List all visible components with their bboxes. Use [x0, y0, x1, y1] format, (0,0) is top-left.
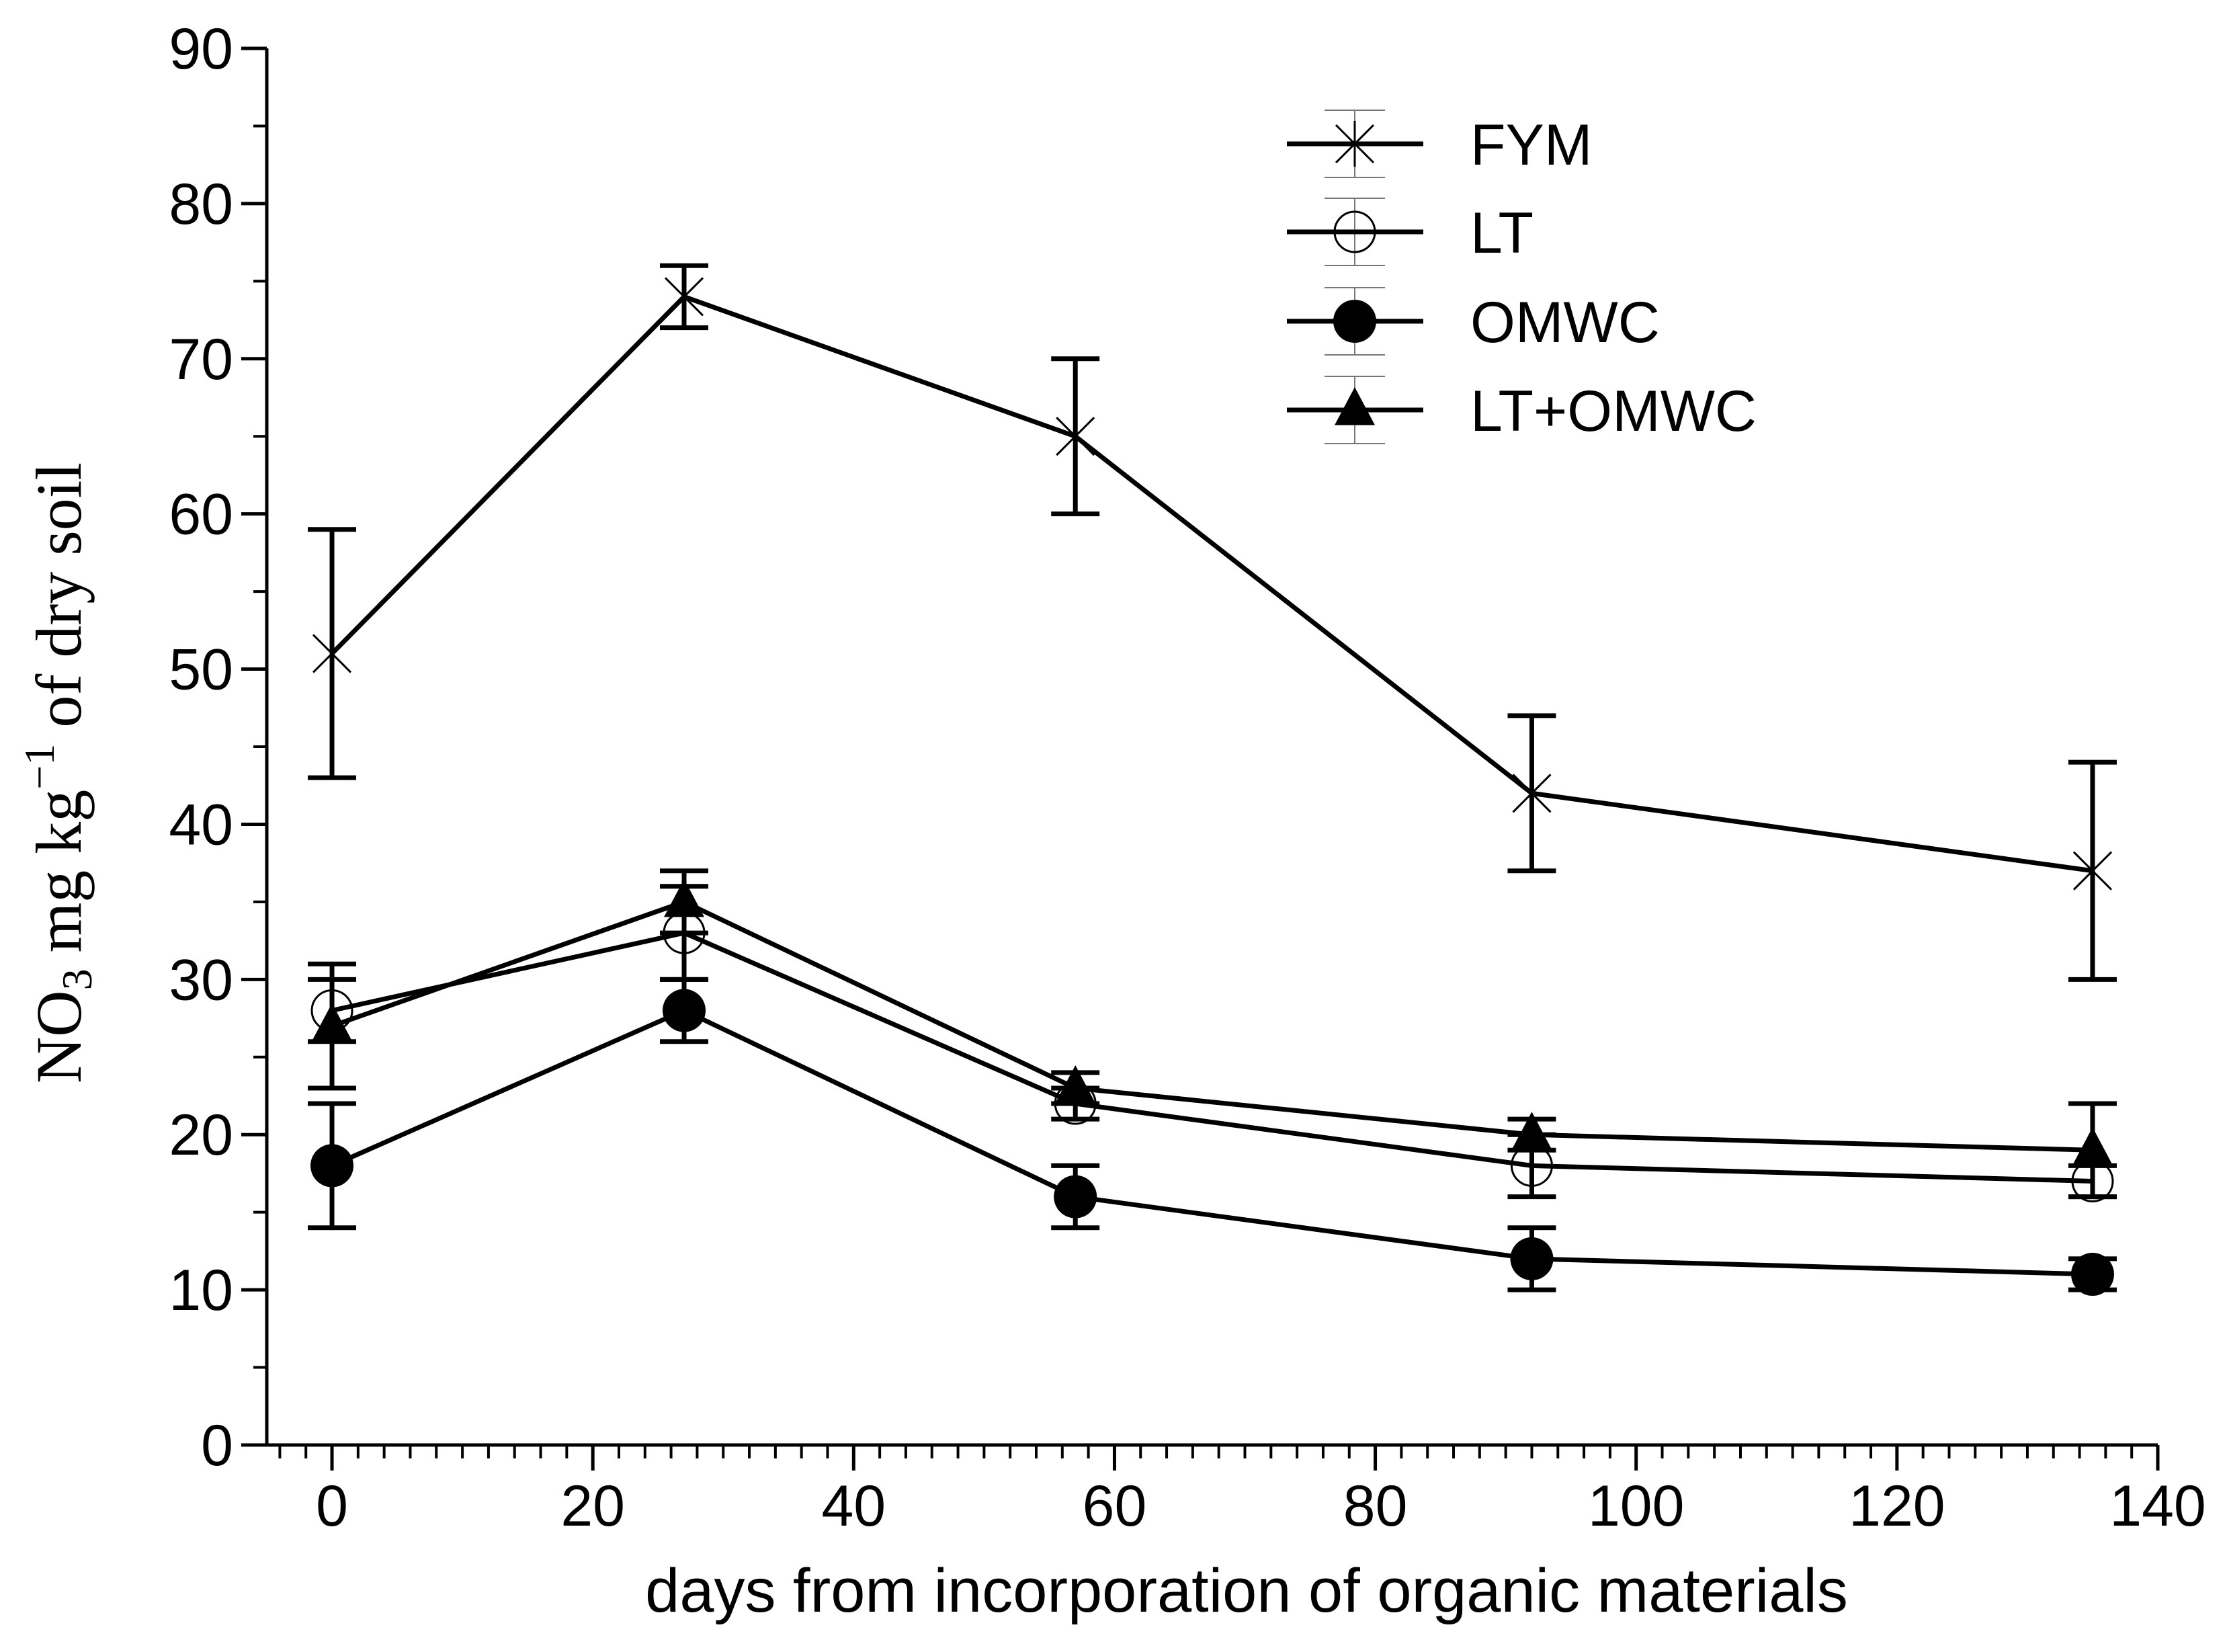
legend-item: FYM [1287, 110, 1593, 178]
series-lt [308, 884, 2117, 1202]
legend-label: LT [1470, 201, 1533, 265]
data-point [2072, 848, 2113, 894]
data-point [1055, 1065, 1096, 1104]
y-tick-label: 30 [169, 948, 233, 1012]
x-tick-label: 20 [560, 1474, 625, 1538]
y-axis-label: NO3 mg kg−1 of dry soil [15, 462, 101, 1083]
data-point [1512, 770, 1552, 817]
y-axis-label-prefix: NO [23, 990, 95, 1083]
y-tick-label: 10 [169, 1258, 233, 1323]
y-tick-label: 90 [169, 17, 233, 81]
legend-item: LT+OMWC [1287, 376, 1757, 444]
series-omwc [308, 977, 2117, 1296]
y-axis-label-middle: mg kg [23, 790, 95, 969]
y-axis-label-subscript: 3 [53, 968, 101, 990]
axes-group: 0 10 20 30 40 50 60 70 80 90 0 20 40 60 80 100 120 140 [169, 17, 2205, 1538]
legend: FYM LT OMWC LT+OMWC [1287, 110, 1757, 444]
y-tick-label: 40 [169, 792, 233, 857]
series-line [330, 294, 2093, 874]
series-lt-omwc [308, 868, 2117, 1200]
legend-label: FYM [1470, 113, 1593, 177]
data-point [1511, 1112, 1552, 1150]
y-tick-label: 20 [169, 1103, 233, 1167]
series-line [331, 899, 2093, 1153]
y-axis-label-superscript: −1 [15, 744, 63, 790]
y-tick-label: 0 [201, 1413, 233, 1478]
series-group [308, 263, 2117, 1296]
y-tick-label: 60 [169, 483, 233, 547]
legend-marker [1335, 121, 1375, 167]
x-axis-label: days from incorporation of organic mater… [645, 1557, 1848, 1625]
series-fym [308, 263, 2117, 982]
legend-item: LT [1287, 198, 1533, 266]
data-point [310, 1144, 354, 1188]
y-tick-label: 80 [169, 172, 233, 237]
legend-item: OMWC [1287, 287, 1660, 356]
data-point [1510, 1237, 1554, 1280]
data-point [312, 630, 352, 677]
x-tick-label: 140 [2109, 1474, 2206, 1538]
legend-marker [1335, 387, 1375, 425]
legend-label: OMWC [1470, 290, 1660, 355]
data-point [2072, 1127, 2113, 1165]
legend-marker [1333, 300, 1376, 343]
y-tick-label: 70 [169, 327, 233, 392]
y-tick-label: 50 [169, 638, 233, 702]
data-point [664, 878, 705, 917]
data-point [663, 989, 706, 1032]
x-tick-label: 80 [1343, 1474, 1408, 1538]
x-tick-label: 60 [1083, 1474, 1147, 1538]
x-tick-label: 120 [1849, 1474, 1945, 1538]
y-axis-label-suffix: of dry soil [23, 462, 95, 744]
data-point [1054, 1175, 1097, 1219]
data-point [664, 274, 704, 320]
data-point [2070, 1253, 2114, 1296]
data-point [1056, 413, 1095, 460]
x-tick-label: 100 [1588, 1474, 1685, 1538]
legend-marker [1333, 210, 1376, 253]
legend-label: LT+OMWC [1470, 379, 1757, 444]
x-tick-label: 0 [316, 1474, 348, 1538]
x-tick-label: 40 [821, 1474, 886, 1538]
data-point [312, 1003, 353, 1042]
